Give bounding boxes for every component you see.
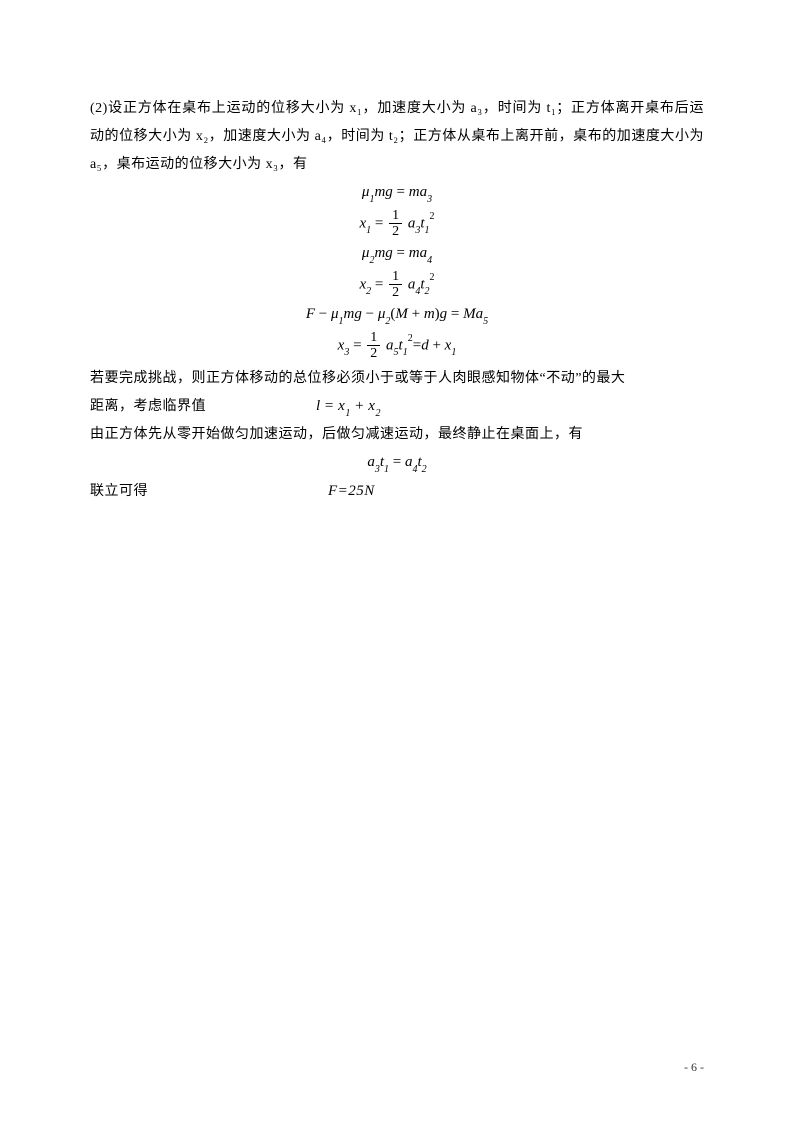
equation-8: a3t1 = a4t2 [90,453,704,474]
equation-7: l = x1 + x2 [206,393,704,421]
equation-3: μ2mg = ma4 [90,244,704,265]
equation-6: x3 = 12 a5t12=d + x1 [90,330,704,362]
equation-1: μ1mg = ma3 [90,183,704,204]
result: F=25N [148,478,704,506]
equation-2: x1 = 12 a3t12 [90,208,704,240]
paragraph-2-line1: 若要完成挑战，则正方体移动的总位移必须小于或等于人肉眼感知物体“不动”的最大 [90,365,704,393]
equation-4: x2 = 12 a4t22 [90,269,704,301]
page-number: - 6 - [684,1060,704,1075]
paragraph-2-line2: 距离，考虑临界值 l = x1 + x2 [90,393,704,421]
equation-5: F − μ1mg − μ2(M + m)g = Ma5 [90,305,704,326]
paragraph-4-lead: 联立可得 [90,478,148,506]
paragraph-2-line2-lead: 距离，考虑临界值 [90,393,206,421]
paragraph-1: (2)设正方体在桌布上运动的位移大小为 x₁，加速度大小为 a₃，时间为 t₁；… [90,95,704,179]
paragraph-3: 由正方体先从零开始做匀加速运动，后做匀减速运动，最终静止在桌面上，有 [90,421,704,449]
paragraph-4: 联立可得 F=25N [90,478,704,506]
